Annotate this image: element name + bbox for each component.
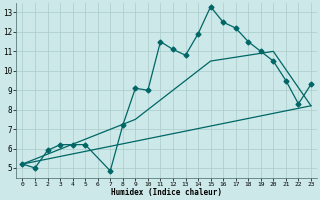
X-axis label: Humidex (Indice chaleur): Humidex (Indice chaleur) (111, 188, 222, 197)
